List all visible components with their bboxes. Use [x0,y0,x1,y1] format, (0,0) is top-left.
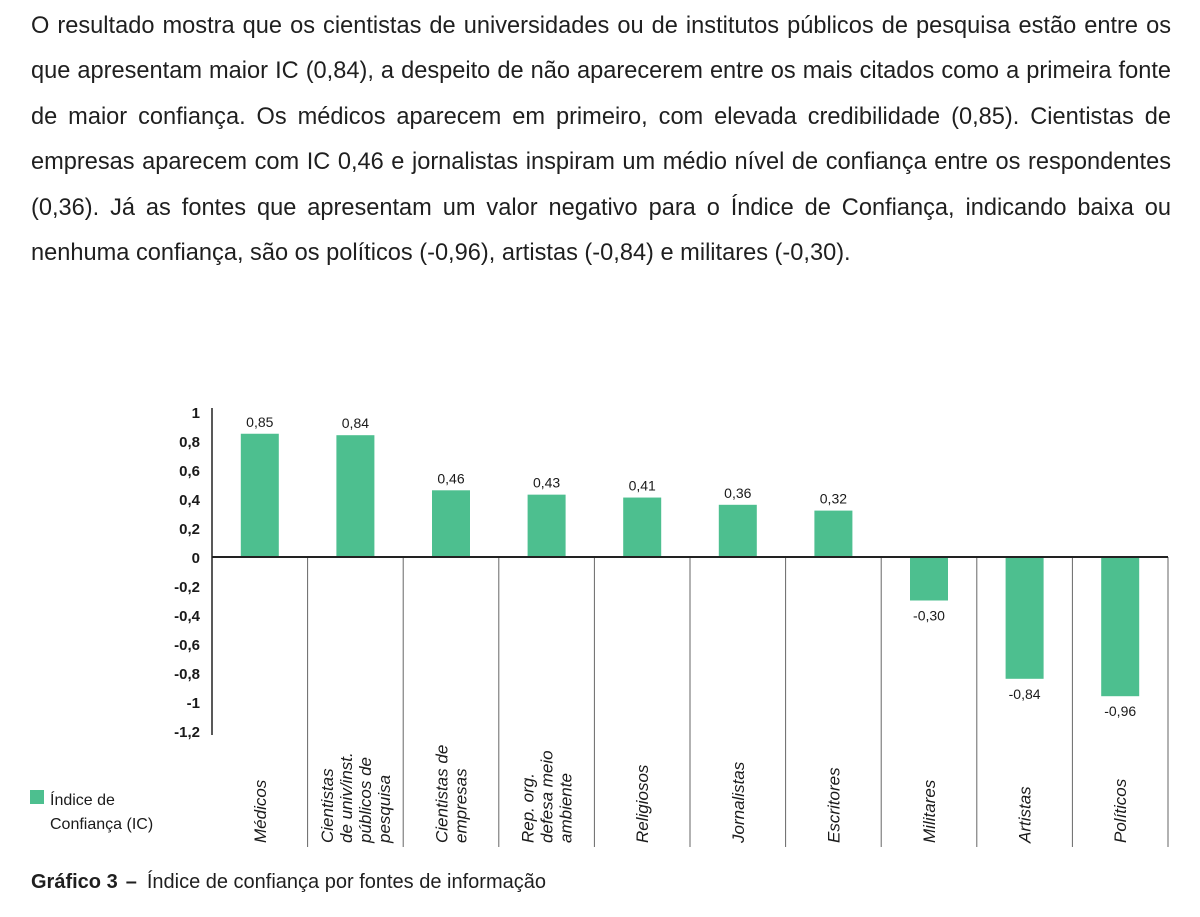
bar-2 [336,435,375,557]
bar-value-label: 0,46 [437,470,464,486]
y-tick-label: -0,6 [174,637,200,654]
paragraph-line: a primeira fonte de maior confiança. Os … [31,58,1171,130]
bar-4 [527,494,566,557]
category-label: Militares [920,779,939,843]
y-tick-label: 0,6 [179,463,200,480]
bar-value-label: 0,41 [629,478,656,494]
category-label-line: Religiosos [633,764,652,843]
category-label: Cientistas de univ/inst. públicos de pesqui… [318,752,394,844]
bar-9 [1005,557,1044,679]
category-label: Médicos [251,779,270,843]
y-tick-label: -1 [187,695,200,712]
category-label-line: Médicos [251,779,270,843]
y-tick-label: -0,8 [174,666,200,683]
paragraph-line: confiança entre os respondentes (0,36). … [31,149,1171,221]
bar-value-label: -0,84 [1009,686,1041,702]
category-label: Cientistas de empresas [433,745,471,843]
category-label-line: Jornalistas [729,761,748,844]
y-tick-label: -0,4 [174,608,201,625]
category-label-line: Artistas [1016,786,1035,844]
category-label-line: Escritores [824,767,843,843]
figure-caption: Gráfico 3– Índice de confiança por fontes… [31,871,546,894]
category-label-line: pesquisa [375,775,394,844]
bar-value-label: -0,30 [913,608,945,624]
y-tick-label: 0,2 [179,521,200,538]
bar-value-label: 0,43 [533,475,560,491]
category-label-line: Políticos [1111,778,1130,843]
category-label: Jornalistas [729,761,748,844]
category-label-line: Rep. org. [519,773,538,843]
bar-value-label: 0,32 [820,491,847,507]
category-label: Rep. org. defesa meio ambiente [519,750,576,843]
legend-label: Confiança (IC) [50,816,153,833]
category-label-line: ambiente [557,773,576,843]
category-label-line: defesa meio [538,750,557,843]
category-label-line: Militares [920,779,939,843]
y-tick-label: -0,2 [174,579,200,596]
y-tick-label: 0,4 [179,492,201,509]
bar-7 [814,510,853,557]
category-label-line: empresas [452,768,471,843]
bar-10 [1101,557,1140,697]
bar-value-label: 0,84 [342,415,369,431]
y-tick-label: 0 [192,550,200,567]
y-tick-label: 0,8 [179,434,200,451]
bar-3 [432,490,470,557]
paragraph-line: militares (-0,30). [680,240,851,267]
legend-swatch [30,790,44,804]
y-tick-label: 1 [192,405,200,422]
caption-label: Gráfico 3 [31,871,118,893]
bar-value-label: 0,85 [246,414,273,430]
category-label: Religiosos [633,764,652,843]
caption-dash: – [125,871,137,893]
category-label-line: Cientistas [318,768,337,843]
category-label-line: públicos de [356,757,375,844]
bar-value-label: -0,96 [1104,703,1136,719]
category-label-line: de univ/inst. [337,752,356,843]
paragraph-line: (0,85). Cientistas de empresas aparecem … [31,103,1171,176]
paragraph-line: O resultado mostra que os cientistas de … [31,13,1077,39]
category-label: Escritores [824,767,843,843]
bar-6 [718,504,757,557]
category-label: Políticos [1111,778,1130,843]
bar-1 [240,433,279,557]
legend-label: Índice de [50,790,115,809]
paragraph-line: de Confiança, indicando baixa ou nenhuma… [31,194,1171,267]
y-tick-label: -1,2 [174,724,200,741]
caption-text: Índice de confiança por fontes de inform… [146,871,546,893]
category-label-line: Cientistas de [433,745,452,843]
category-label: Artistas [1016,786,1035,844]
bar-value-label: 0,36 [724,485,751,501]
paragraph-line: entre os que apresentam maior IC (0,84),… [31,13,1171,85]
body-paragraph: O resultado mostra que os cientistas de … [31,4,1171,276]
bar-8 [910,557,948,601]
bar-5 [623,497,662,557]
